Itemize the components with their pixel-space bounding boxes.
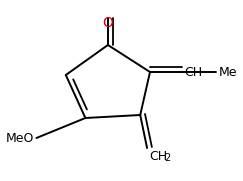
Text: O: O <box>103 16 113 30</box>
Text: CH: CH <box>184 66 202 79</box>
Text: CH: CH <box>149 150 167 163</box>
Text: MeO: MeO <box>6 132 35 144</box>
Text: 2: 2 <box>165 153 171 163</box>
Text: Me: Me <box>218 66 237 79</box>
